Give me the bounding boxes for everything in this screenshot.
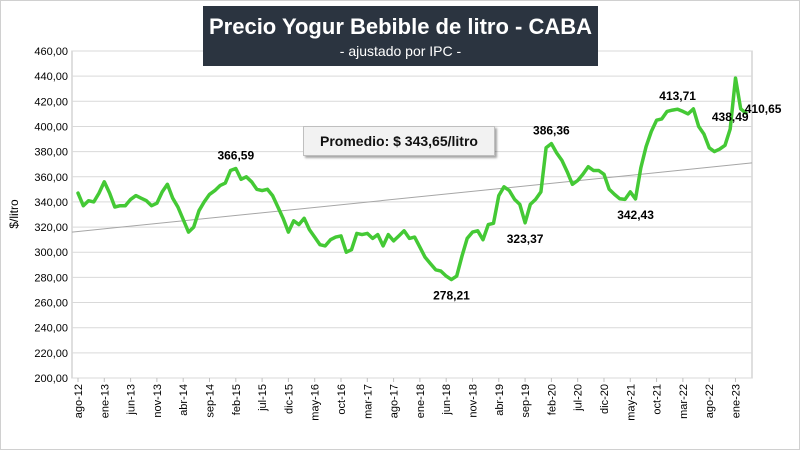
- x-tick-label: ago-12: [73, 384, 85, 418]
- x-tick-label: mar-17: [362, 384, 374, 419]
- plot-area: [71, 50, 753, 379]
- x-tick-label: jun-18: [441, 384, 453, 416]
- y-tick-label: 340,00: [34, 197, 68, 209]
- data-label: 386,36: [533, 124, 570, 138]
- x-tick-label: oct-21: [652, 384, 664, 415]
- y-tick-label: 380,00: [34, 147, 68, 159]
- y-tick-label: 220,00: [34, 348, 68, 360]
- x-tick-label: dic-15: [283, 384, 295, 414]
- data-label: 413,71: [659, 89, 696, 103]
- x-tick-label: jun-13: [126, 384, 138, 416]
- x-tick-label: abr-14: [178, 384, 190, 416]
- data-label: 342,43: [617, 208, 654, 222]
- y-tick-label: 440,00: [34, 71, 68, 83]
- x-tick-label: ago-17: [389, 384, 401, 418]
- data-label: 366,59: [217, 148, 254, 162]
- x-tick-label: abr-19: [494, 384, 506, 416]
- x-tick-label: jul-15: [257, 384, 269, 412]
- x-tick-labels: ago-12 ene-13 jun-13 nov-13 abr-14 sep-14 feb-…: [73, 384, 742, 421]
- data-label: 323,37: [507, 232, 544, 246]
- y-tick-label: 280,00: [34, 272, 68, 284]
- x-tick-label: mar-22: [678, 384, 690, 419]
- y-tick-label: 240,00: [34, 323, 68, 335]
- data-labels: 366,59 278,21 323,37 386,36 342,43 413,71 438,…: [217, 89, 781, 302]
- average-label: Promedio: $ 343,65/litro: [320, 133, 478, 149]
- y-tick-label: 320,00: [34, 222, 68, 234]
- chart-subtitle: - ajustado por IPC -: [339, 43, 462, 59]
- x-tick-label: ene-23: [730, 384, 742, 418]
- x-tick-label: may-21: [625, 384, 637, 421]
- x-tick-label: may-16: [310, 384, 322, 421]
- chart-title: Precio Yogur Bebible de litro - CABA: [208, 14, 592, 39]
- y-tick-label: 400,00: [34, 121, 68, 133]
- y-tick-label: 420,00: [34, 96, 68, 108]
- x-tick-label: sep-14: [204, 384, 216, 418]
- x-tick-label: oct-16: [336, 384, 348, 415]
- y-tick-label: 200,00: [34, 373, 68, 385]
- x-tick-label: ago-22: [704, 384, 716, 418]
- x-tick-label: ene-13: [99, 384, 111, 418]
- y-tick-label: 360,00: [34, 172, 68, 184]
- x-tick-label: sep-19: [520, 384, 532, 418]
- average-callout: Promedio: $ 343,65/litro: [303, 126, 495, 156]
- x-tick-label: feb-20: [546, 384, 558, 415]
- x-tick-label: nov-13: [152, 384, 164, 418]
- x-tick-label: nov-18: [467, 384, 479, 418]
- y-tick-label: 460,00: [34, 46, 68, 58]
- data-label: 438,49: [712, 110, 749, 124]
- x-tick-label: dic-20: [599, 384, 611, 414]
- y-axis-label: $/litro: [7, 199, 21, 229]
- title-banner: Precio Yogur Bebible de litro - CABA - a…: [203, 6, 598, 66]
- data-label: 410,65: [745, 102, 782, 116]
- y-tick-labels: 200,00 220,00 240,00 260,00 280,00 300,00 320,…: [34, 46, 68, 385]
- x-tick-label: feb-15: [231, 384, 243, 415]
- series-line-yogur-price: [76, 76, 748, 282]
- x-tick-label: ene-18: [415, 384, 427, 418]
- y-tick-label: 300,00: [34, 247, 68, 259]
- x-tick-label: jul-20: [573, 384, 585, 412]
- y-tick-label: 260,00: [34, 298, 68, 310]
- data-label: 278,21: [433, 289, 470, 303]
